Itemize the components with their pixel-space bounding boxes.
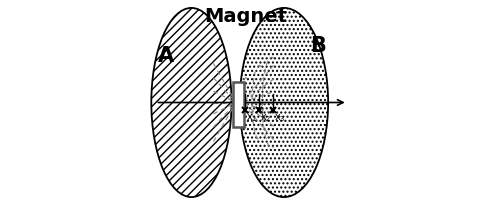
Ellipse shape: [152, 9, 232, 197]
Text: $\mathrm{x}_{1}$: $\mathrm{x}_{1}$: [246, 111, 258, 123]
Text: A: A: [158, 46, 174, 66]
Text: Magnet: Magnet: [204, 7, 288, 26]
Text: $\mathrm{x}_{3}$: $\mathrm{x}_{3}$: [274, 111, 285, 123]
Ellipse shape: [240, 9, 328, 197]
Text: B: B: [310, 36, 326, 56]
Bar: [232, 83, 244, 128]
Text: $\mathrm{x}_{2}$: $\mathrm{x}_{2}$: [260, 111, 272, 123]
